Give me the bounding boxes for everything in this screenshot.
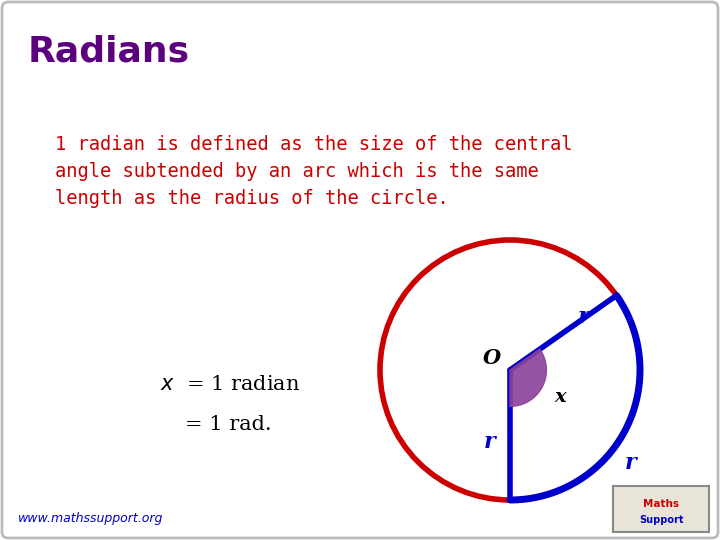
Text: www.mathssupport.org: www.mathssupport.org [18,512,163,525]
Text: 1 radian is defined as the size of the central
angle subtended by an arc which i: 1 radian is defined as the size of the c… [55,135,572,208]
Text: r: r [484,430,496,453]
Text: r: r [578,306,590,328]
Polygon shape [510,349,546,407]
FancyBboxPatch shape [613,486,709,532]
Text: = 1 rad.: = 1 rad. [185,415,271,435]
Text: x: x [554,388,566,406]
Text: Maths: Maths [643,499,679,509]
Text: $x$  = 1 radian: $x$ = 1 radian [160,375,300,395]
Text: Support: Support [639,515,683,525]
Text: Radians: Radians [28,35,190,69]
Text: r: r [625,451,636,474]
Text: O: O [483,348,501,368]
